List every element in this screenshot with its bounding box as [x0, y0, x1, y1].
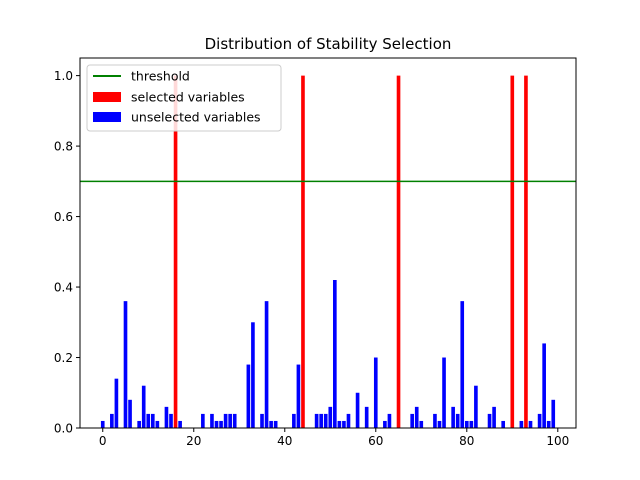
unselected-bar-77: [451, 406, 455, 428]
unselected-bar-86: [492, 406, 496, 428]
unselected-bar-33: [251, 322, 255, 428]
unselected-bar-54: [346, 413, 351, 428]
unselected-bar-98: [546, 420, 551, 428]
bars-group: [100, 75, 556, 429]
unselected-bar-85: [487, 413, 492, 428]
unselected-bar-32: [246, 364, 251, 428]
chart-title: Distribution of Stability Selection: [205, 35, 452, 53]
y-tick-label: 0.6: [54, 210, 73, 224]
selected-bar-16: [173, 75, 178, 429]
unselected-bar-62: [383, 420, 387, 428]
unselected-bar-15: [169, 413, 173, 428]
unselected-bar-74: [437, 420, 442, 428]
y-tick-label: 0.2: [54, 351, 73, 365]
unselected-bar-3: [114, 378, 119, 428]
unselected-bar-82: [474, 385, 478, 428]
unselected-bar-73: [433, 413, 437, 428]
unselected-bar-42: [292, 413, 296, 428]
unselected-bar-10: [146, 413, 151, 428]
legend-selected-label: selected variables: [131, 90, 245, 105]
unselected-bar-29: [232, 413, 237, 428]
unselected-bar-47: [314, 413, 319, 428]
y-tick-label: 0.4: [54, 281, 73, 295]
unselected-bar-58: [364, 406, 369, 428]
unselected-bar-43: [296, 364, 301, 428]
unselected-bar-0: [100, 420, 105, 428]
selected-bar-65: [396, 75, 401, 429]
unselected-bar-24: [210, 413, 214, 428]
y-axis: 0.0 0.2 0.4 0.6 0.8 1.0: [54, 69, 80, 436]
unselected-bar-92: [519, 420, 524, 428]
legend-unselected-label: unselected variables: [131, 110, 261, 125]
unselected-bar-9: [141, 385, 146, 428]
unselected-bar-52: [337, 420, 342, 428]
legend-threshold-label: threshold: [131, 69, 190, 84]
unselected-bar-14: [164, 406, 169, 428]
unselected-bar-17: [178, 420, 182, 428]
unselected-bar-50: [328, 406, 333, 428]
unselected-bar-12: [155, 420, 160, 428]
unselected-bar-11: [150, 413, 155, 428]
y-tick-label: 0.0: [54, 422, 73, 436]
legend: threshold selected variables unselected …: [86, 64, 282, 132]
unselected-bar-75: [442, 357, 446, 428]
unselected-bar-35: [260, 413, 264, 428]
unselected-bar-26: [219, 420, 223, 428]
unselected-bar-68: [410, 413, 414, 428]
plot-area-frame: [79, 57, 577, 429]
unselected-bar-6: [128, 399, 132, 428]
unselected-bar-63: [387, 413, 392, 428]
unselected-bar-36: [264, 301, 269, 428]
unselected-bar-8: [137, 420, 141, 428]
unselected-bar-38: [273, 420, 278, 428]
unselected-bar-51: [333, 280, 337, 428]
unselected-bar-94: [528, 420, 533, 428]
unselected-bar-96: [537, 413, 542, 428]
unselected-bar-5: [123, 301, 128, 428]
unselected-bar-56: [355, 392, 360, 428]
unselected-bar-28: [228, 413, 232, 428]
legend-selected-swatch: [93, 92, 121, 102]
x-axis: 0 20 40 60 80 100: [99, 428, 569, 448]
unselected-bar-27: [223, 413, 228, 428]
unselected-bar-79: [460, 301, 465, 428]
legend-unselected-swatch: [93, 112, 121, 122]
unselected-bar-78: [455, 413, 460, 428]
x-tick-label: 80: [459, 434, 474, 448]
unselected-bar-49: [323, 413, 328, 428]
unselected-bar-53: [342, 420, 346, 428]
legend-box: [86, 64, 282, 132]
y-tick-label: 0.8: [54, 140, 73, 154]
unselected-bar-80: [464, 420, 469, 428]
unselected-bar-99: [551, 399, 556, 428]
x-tick-label: 60: [368, 434, 383, 448]
x-tick-label: 100: [546, 434, 569, 448]
unselected-bar-48: [319, 413, 323, 428]
unselected-bar-81: [469, 420, 474, 428]
unselected-bar-2: [110, 413, 114, 428]
unselected-bar-37: [269, 420, 273, 428]
x-tick-label: 0: [99, 434, 107, 448]
unselected-bar-97: [542, 343, 546, 428]
selected-bar-90: [510, 75, 515, 429]
unselected-bar-70: [419, 420, 424, 428]
unselected-bar-22: [201, 413, 205, 428]
x-tick-label: 20: [186, 434, 201, 448]
unselected-bar-88: [501, 420, 506, 428]
x-tick-label: 40: [277, 434, 292, 448]
selected-bar-44: [301, 75, 305, 429]
unselected-bar-69: [414, 406, 419, 428]
unselected-bar-60: [373, 357, 378, 428]
selected-bar-93: [524, 75, 528, 429]
y-tick-label: 1.0: [54, 69, 73, 83]
unselected-bar-25: [214, 420, 219, 428]
